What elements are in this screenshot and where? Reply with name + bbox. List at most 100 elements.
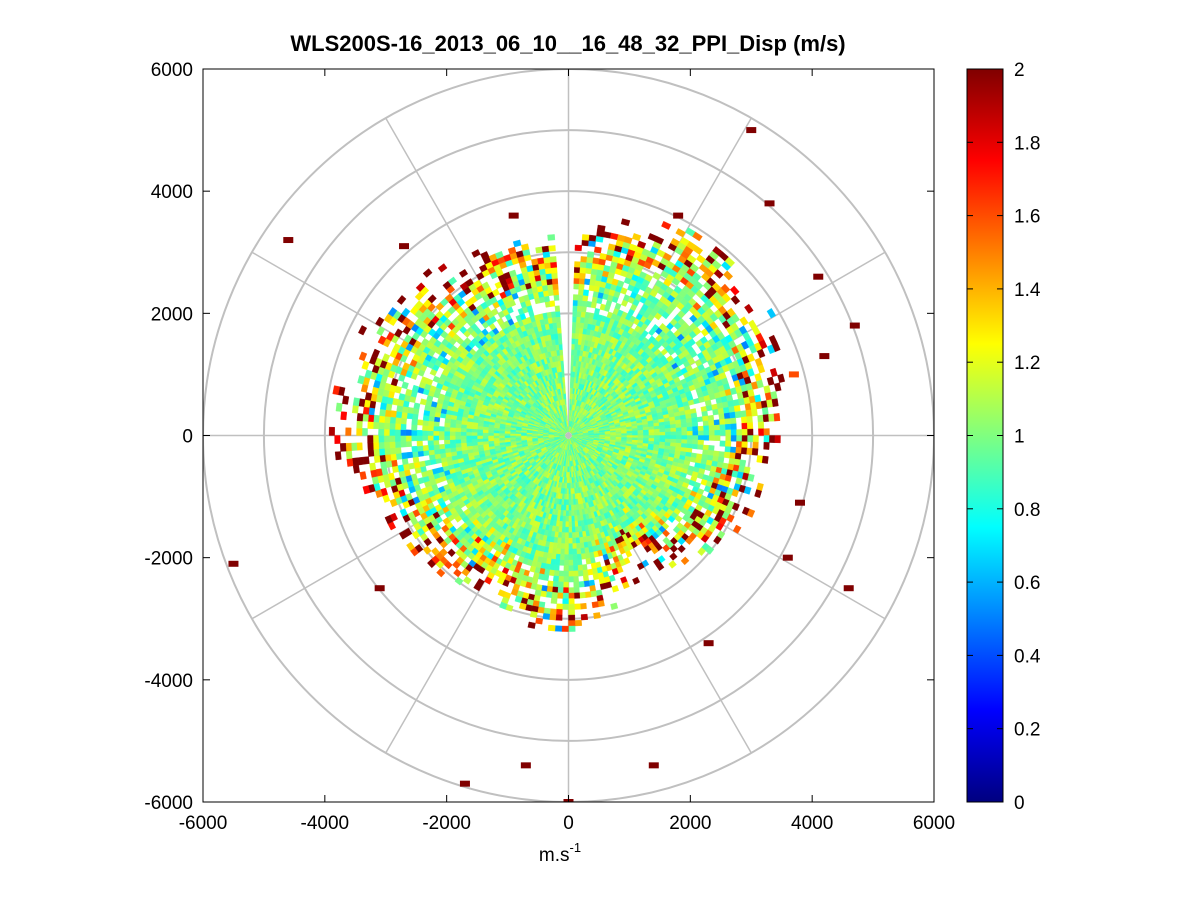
- field-cell: [465, 428, 473, 433]
- field-cell: [717, 407, 725, 415]
- field-cell: [555, 614, 563, 621]
- field-cell: [582, 569, 589, 577]
- field-cell: [692, 426, 699, 432]
- field-cell: [572, 321, 577, 328]
- field-cell: [556, 592, 564, 599]
- field-cell: [632, 432, 639, 436]
- field-cell: [777, 373, 786, 383]
- field-cell: [433, 425, 440, 432]
- field-cell: [568, 614, 576, 621]
- field-cell: [433, 448, 441, 455]
- field-cell: [568, 543, 573, 550]
- field-cell: [345, 442, 352, 452]
- field-cell: [401, 411, 408, 419]
- field-cell: [575, 531, 580, 539]
- field-cell: [681, 439, 688, 445]
- field-cell: [562, 603, 569, 610]
- field-cell: [555, 608, 563, 616]
- field-cell: [561, 625, 569, 632]
- field-cell: [554, 564, 560, 572]
- field-cell: [573, 266, 581, 274]
- field-cell: [719, 429, 726, 436]
- field-cell: [761, 407, 769, 416]
- field-cell: [406, 451, 414, 459]
- field-cell: [586, 251, 595, 258]
- field-cell: [578, 289, 585, 296]
- field-cell: [702, 420, 710, 427]
- field-cell: [774, 435, 781, 444]
- field-cell: [568, 515, 572, 522]
- field-cell: [362, 413, 369, 422]
- field-cell: [561, 532, 566, 539]
- field-cell: [564, 548, 569, 555]
- field-cell: [570, 504, 574, 511]
- field-cell: [751, 448, 759, 456]
- field-cell: [398, 393, 406, 401]
- field-cell: [545, 591, 553, 598]
- field-cell: [725, 440, 732, 448]
- field-cell: [449, 439, 456, 445]
- field-cell: [383, 435, 390, 443]
- field-cell: [771, 342, 781, 353]
- field-cell: [378, 448, 386, 456]
- field-cell: [769, 435, 776, 443]
- field-cell: [471, 428, 478, 433]
- field-cell: [585, 267, 593, 275]
- field-cell: [757, 414, 764, 423]
- field-cell: [604, 433, 611, 436]
- field-cell: [455, 427, 462, 432]
- field-cell: [487, 435, 494, 439]
- field-cell: [438, 435, 445, 441]
- field-cell: [568, 526, 573, 533]
- field-cell: [558, 576, 564, 583]
- field-cell: [729, 411, 736, 419]
- field-cell: [576, 548, 582, 555]
- field-cell: [560, 537, 566, 544]
- field-cell: [572, 294, 579, 301]
- field-cell: [670, 427, 677, 433]
- field-cell: [766, 308, 777, 319]
- field-cell: [574, 520, 579, 528]
- field-cell: [582, 289, 590, 297]
- field-cell: [757, 421, 765, 430]
- field-cell: [379, 408, 386, 417]
- field-cell: [443, 430, 451, 436]
- field-cell: [557, 581, 564, 588]
- field-cell: [438, 430, 445, 436]
- field-cell: [438, 426, 445, 432]
- field-cell: [504, 435, 511, 438]
- field-cell: [395, 411, 403, 419]
- field-cell: [561, 526, 566, 533]
- field-cell: [574, 261, 581, 268]
- field-cell: [562, 587, 569, 594]
- field-cell: [719, 440, 726, 447]
- field-cell: [768, 413, 775, 422]
- field-cell: [568, 570, 574, 577]
- field-cell: [471, 431, 478, 436]
- field-cell: [763, 435, 770, 443]
- field-cell: [395, 417, 402, 424]
- field-cell: [542, 613, 551, 620]
- field-cell: [389, 435, 396, 443]
- field-cell: [730, 295, 741, 305]
- field-cell: [708, 435, 715, 441]
- field-cell: [676, 435, 683, 440]
- field-cell: [574, 619, 583, 627]
- field-cell: [390, 453, 397, 461]
- field-cell: [637, 430, 644, 434]
- field-cell: [659, 431, 666, 436]
- field-cell: [565, 515, 569, 522]
- field-cell: [579, 602, 587, 610]
- field-cell: [712, 408, 719, 416]
- field-cell: [384, 454, 392, 462]
- field-cell: [560, 543, 565, 550]
- field-cell: [572, 316, 578, 323]
- field-cell: [680, 422, 688, 428]
- field-cell: [681, 435, 688, 440]
- field-cell: [401, 457, 409, 466]
- field-cell: [369, 462, 377, 471]
- field-cell: [713, 419, 721, 426]
- field-cell: [460, 438, 467, 444]
- field-cell: [746, 447, 753, 456]
- field-cell: [460, 442, 467, 448]
